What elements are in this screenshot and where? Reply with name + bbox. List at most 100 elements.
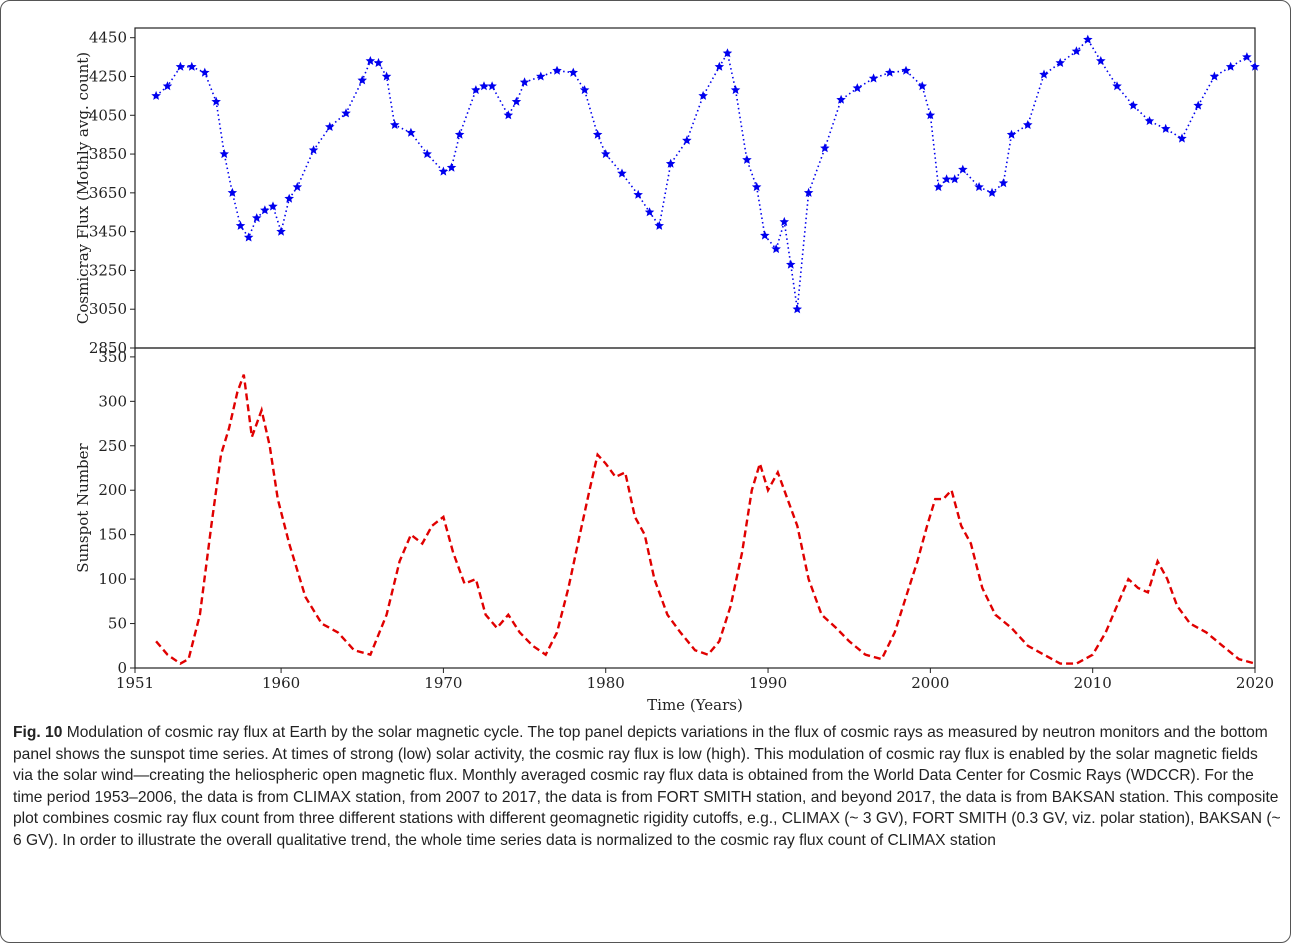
flux-data-point <box>592 129 603 139</box>
flux-data-point <box>933 182 944 192</box>
flux-data-point <box>471 85 481 95</box>
flux-ytick-label: 3250 <box>89 261 127 279</box>
flux-data-point <box>187 61 197 71</box>
xtick-label: 2010 <box>1074 674 1112 692</box>
flux-data-point <box>654 220 664 230</box>
flux-data-point <box>852 83 863 93</box>
flux-data-point <box>998 178 1009 188</box>
flux-data-point <box>260 205 270 215</box>
flux-data-point <box>446 162 457 172</box>
sunspot-panel: 0 50 100 150 200 250 300 350 Sunspot Number 1951 1… <box>74 347 1274 714</box>
sunspot-plot-frame <box>134 347 1256 669</box>
flux-data-point <box>1096 56 1106 65</box>
flux-data-point <box>235 220 246 230</box>
flux-data-point <box>292 182 303 192</box>
flux-ytick-label: 3050 <box>89 300 127 318</box>
xtick-label: 1990 <box>749 674 787 692</box>
sunspot-ytick-label: 150 <box>98 526 127 544</box>
flux-data-point <box>284 193 294 203</box>
flux-ytick-label: 3850 <box>89 145 127 163</box>
flux-data-point <box>211 96 221 106</box>
flux-data-point <box>1225 61 1236 71</box>
flux-data-point <box>792 304 802 314</box>
flux-data-point <box>742 154 752 164</box>
flux-data-point <box>730 85 741 95</box>
flux-data-point <box>698 90 708 100</box>
flux-ytick-label: 4050 <box>89 106 127 124</box>
flux-data-point <box>714 61 725 71</box>
flux-data-point <box>325 121 335 131</box>
flux-data-point <box>901 65 911 75</box>
composite-chart: 2850 3050 3250 3450 3650 3850 4050 4250 4450 Cosm… <box>74 27 1274 714</box>
flux-data-point <box>803 187 814 197</box>
flux-data-point <box>1039 69 1049 79</box>
flux-data-point <box>1006 129 1017 139</box>
flux-data-point <box>1083 34 1093 44</box>
xtick-label: 2020 <box>1236 674 1274 692</box>
flux-data-point <box>162 81 173 91</box>
flux-data-point <box>760 230 770 240</box>
xtick-label: 1951 <box>116 674 154 692</box>
flux-data-point <box>252 213 262 223</box>
flux-data-point <box>519 77 530 87</box>
flux-data-point <box>974 182 984 192</box>
figure-caption: Fig. 10 Modulation of cosmic ray flux at… <box>13 722 1281 852</box>
flux-data-point <box>276 226 286 236</box>
xtick-label: 2000 <box>911 674 949 692</box>
flux-data-point <box>511 96 522 106</box>
sunspot-ylabel: Sunspot Number <box>74 442 92 572</box>
flux-data-point <box>1250 61 1260 71</box>
sunspot-ytick-label: 0 <box>117 659 127 677</box>
flux-data-point <box>308 145 319 155</box>
flux-data-point <box>601 149 611 159</box>
xlabel: Time (Years) <box>647 696 743 714</box>
flux-data-point <box>941 174 952 184</box>
flux-data-point <box>1128 100 1138 110</box>
flux-data-point <box>487 81 497 91</box>
flux-data-point <box>1161 123 1171 133</box>
sunspot-series-line <box>155 374 1256 666</box>
sunspot-ytick-label: 50 <box>108 615 127 633</box>
flux-data-point <box>406 127 416 137</box>
flux-ytick-label: 3650 <box>89 184 127 202</box>
flux-data-point <box>1112 81 1122 91</box>
flux-data-point <box>1242 52 1252 62</box>
flux-data-point <box>381 71 392 81</box>
flux-data-point <box>786 259 796 269</box>
sunspot-ytick-label: 250 <box>98 437 127 455</box>
flux-data-point <box>682 135 692 145</box>
flux-data-point <box>868 73 879 83</box>
flux-data-point <box>568 67 578 77</box>
flux-data-point <box>579 85 590 95</box>
flux-data-point <box>438 166 449 176</box>
flux-data-point <box>722 48 733 58</box>
flux-data-point <box>1071 46 1082 56</box>
flux-data-point <box>958 164 968 174</box>
flux-data-point <box>1193 100 1203 110</box>
caption-label: Fig. 10 <box>13 724 63 741</box>
sunspot-ytick-label: 100 <box>98 570 127 588</box>
flux-data-point <box>243 232 254 242</box>
flux-data-point <box>644 207 655 217</box>
flux-data-point <box>836 94 846 104</box>
flux-data-point <box>1023 120 1033 129</box>
flux-ylabel: Cosmicray Flux (Mothly avg. count) <box>74 52 92 324</box>
flux-data-point <box>771 244 781 254</box>
flux-data-point <box>175 61 186 71</box>
flux-data-point <box>479 81 489 91</box>
caption-text: Modulation of cosmic ray flux at Earth b… <box>13 724 1281 849</box>
flux-data-point <box>751 182 762 192</box>
flux-data-point <box>227 187 238 197</box>
flux-data-point <box>503 110 514 120</box>
flux-data-point <box>373 57 384 67</box>
flux-ytick-label: 3450 <box>89 223 127 241</box>
flux-data-point <box>454 129 465 139</box>
flux-data-point <box>917 81 927 91</box>
xtick-label: 1980 <box>587 674 625 692</box>
flux-data-point <box>1209 71 1220 81</box>
flux-data-point <box>1177 133 1187 143</box>
flux-data-point <box>219 149 229 159</box>
flux-data-point <box>1144 116 1155 126</box>
flux-ytick-label: 4250 <box>89 67 127 85</box>
xtick-label: 1960 <box>262 674 300 692</box>
